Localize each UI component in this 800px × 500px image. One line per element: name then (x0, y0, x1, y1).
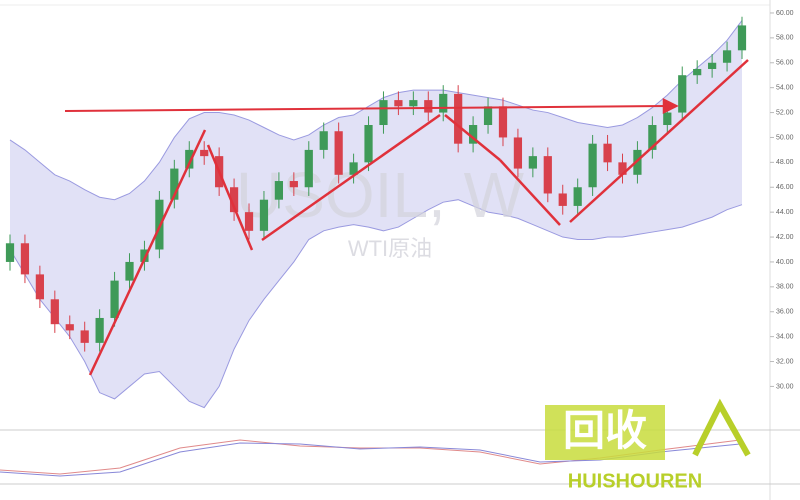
candle-body (95, 317, 104, 343)
candle-body (20, 243, 30, 275)
candle-body (259, 199, 269, 231)
candle-body (722, 50, 732, 63)
candle-body (125, 261, 134, 281)
y-tick-label: 36.00 (776, 309, 794, 316)
y-tick-label: 40.00 (776, 259, 794, 266)
y-tick-label: 42.00 (776, 234, 794, 241)
candle-body (334, 131, 343, 175)
candle-body (140, 249, 149, 262)
candle-body (185, 149, 194, 169)
y-tick-label: 60.00 (776, 10, 794, 17)
y-tick-label: 32.00 (776, 358, 794, 365)
trend-arrow (88, 129, 207, 376)
candle-body (5, 243, 15, 262)
candle-body (394, 100, 403, 107)
candle-body (603, 143, 612, 163)
watermark: USOIL, W (236, 159, 525, 231)
candle-body (693, 68, 702, 76)
candle-body (200, 149, 209, 157)
arrow-head (662, 97, 679, 115)
candle-body (737, 25, 747, 51)
logo-mark (692, 398, 751, 457)
candle-body (80, 330, 89, 343)
y-axis: 30.00 32.00 34.00 36.00 38.00 40.00 42.00 44.00… (770, 10, 794, 390)
candle-body (528, 156, 537, 169)
y-tick-label: 46.00 (776, 184, 794, 191)
candle-body (319, 131, 328, 150)
candle-body (498, 106, 508, 138)
candle-body (409, 100, 418, 107)
y-tick-label: 54.00 (776, 85, 794, 92)
candle-body (588, 143, 597, 188)
candle-body (468, 125, 478, 144)
candle-body (454, 93, 463, 144)
trend-arrow (261, 113, 441, 242)
resistance-line (64, 105, 669, 112)
trend-arrow (499, 159, 561, 226)
candle-body (244, 212, 254, 231)
logo-box (545, 405, 665, 460)
y-tick-label: 58.00 (776, 35, 794, 42)
candle-body (573, 187, 582, 206)
candle-body (648, 125, 657, 150)
candle-body (289, 181, 298, 188)
candle-body (379, 100, 388, 126)
y-tick-label: 44.00 (776, 209, 794, 216)
y-tick-label: 30.00 (776, 383, 794, 390)
bollinger-bands (9, 20, 743, 409)
trend-arrow (569, 59, 749, 223)
candle-body (35, 274, 44, 300)
candle-body (678, 75, 687, 113)
band-lower (9, 199, 743, 409)
trend-arrow (444, 114, 501, 161)
candle-body (513, 137, 523, 169)
candle-body (304, 149, 313, 188)
watermark-subtitle: WTI原油 (348, 236, 432, 261)
annotations (64, 59, 749, 376)
candle-body (633, 149, 642, 175)
y-tick-label: 48.00 (776, 159, 794, 166)
y-tick-label: 52.00 (776, 109, 794, 116)
candle-body (229, 187, 239, 213)
candle-body (349, 162, 358, 175)
candle-body (543, 156, 552, 194)
candle-body (50, 299, 59, 325)
candle-body (424, 100, 433, 113)
candle-body (439, 93, 448, 113)
trend-arrow (206, 144, 254, 251)
y-tick-label: 50.00 (776, 134, 794, 141)
candle-body (618, 162, 627, 175)
logo: 回收 HUISHOUREN (545, 398, 751, 492)
logo-subtext: HUISHOUREN (568, 470, 702, 492)
candle-body (170, 168, 179, 200)
candle-body (110, 280, 119, 318)
candles (5, 16, 747, 352)
y-tick-label: 56.00 (776, 60, 794, 67)
y-tick-label: 38.00 (776, 284, 794, 291)
candle-body (65, 324, 74, 331)
logo-text: 回收 (563, 407, 647, 454)
y-tick-label: 34.00 (776, 333, 794, 340)
candle-body (274, 181, 284, 200)
candle-body (364, 125, 373, 163)
candle-body (708, 62, 717, 69)
candle-body (483, 106, 493, 126)
band-upper (9, 20, 743, 201)
candle-body (558, 193, 567, 206)
candle-body (663, 112, 672, 126)
